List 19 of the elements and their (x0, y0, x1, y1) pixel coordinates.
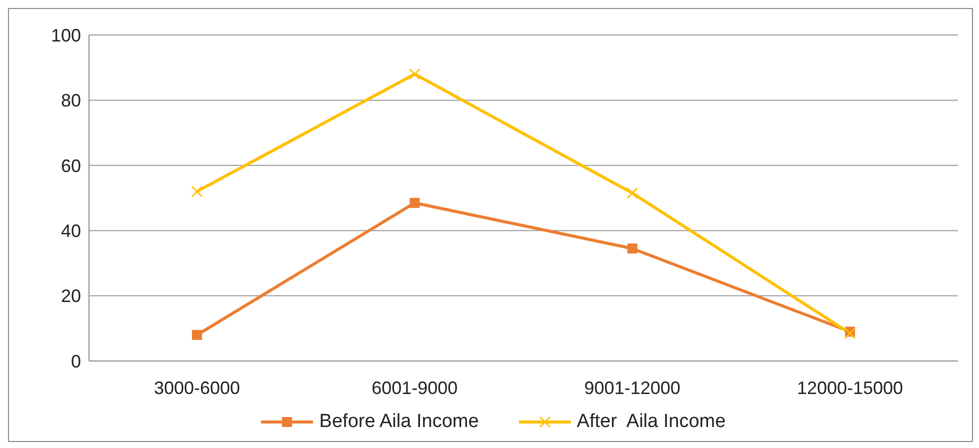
y-tick-label: 0 (70, 351, 81, 372)
point (844, 328, 856, 340)
point (408, 68, 420, 80)
point (626, 187, 638, 199)
x-tick-label: 6001-9000 (372, 378, 458, 398)
x-tick-label: 12000-15000 (796, 378, 904, 398)
y-tick-label: 100 (50, 25, 81, 46)
y-tick-label: 40 (60, 220, 81, 241)
point (410, 198, 420, 208)
point (627, 244, 638, 254)
y-tick-label: 20 (60, 286, 81, 306)
x-tick-label: 9001-12000 (584, 378, 680, 398)
point (192, 330, 202, 340)
y-tick-label: 80 (60, 90, 81, 111)
x-tick-label: 3000-6000 (154, 378, 240, 398)
point (191, 186, 203, 198)
legend-label: After Aila Income (576, 411, 726, 433)
y-tick-label: 60 (60, 156, 81, 176)
legend-label: Before Aila Income (319, 411, 479, 433)
